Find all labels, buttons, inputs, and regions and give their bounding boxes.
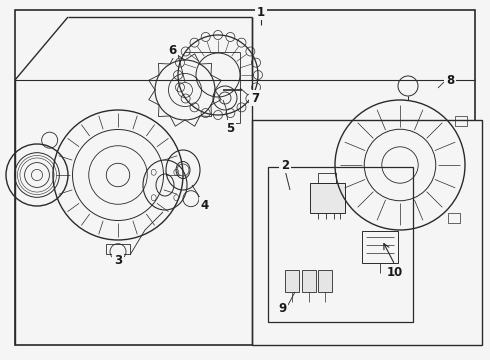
Text: 2: 2 [281, 158, 289, 171]
Bar [285, 270, 299, 292]
Bar [318, 270, 332, 292]
Text: 9: 9 [278, 302, 286, 315]
Bar [456, 116, 467, 126]
Text: 3: 3 [114, 253, 122, 266]
Text: 5: 5 [226, 122, 234, 135]
Bar [310, 183, 345, 213]
Bar [318, 173, 336, 183]
Text: 8: 8 [446, 73, 454, 86]
Text: 6: 6 [168, 44, 176, 57]
Text: 10: 10 [387, 266, 403, 279]
Bar [448, 213, 460, 223]
Bar [268, 167, 413, 322]
Bar [302, 270, 316, 292]
Bar [362, 231, 398, 263]
Bar [106, 244, 130, 254]
Bar [252, 120, 482, 345]
Text: 7: 7 [251, 91, 259, 104]
Text: 1: 1 [257, 5, 265, 18]
Text: 4: 4 [201, 198, 209, 212]
